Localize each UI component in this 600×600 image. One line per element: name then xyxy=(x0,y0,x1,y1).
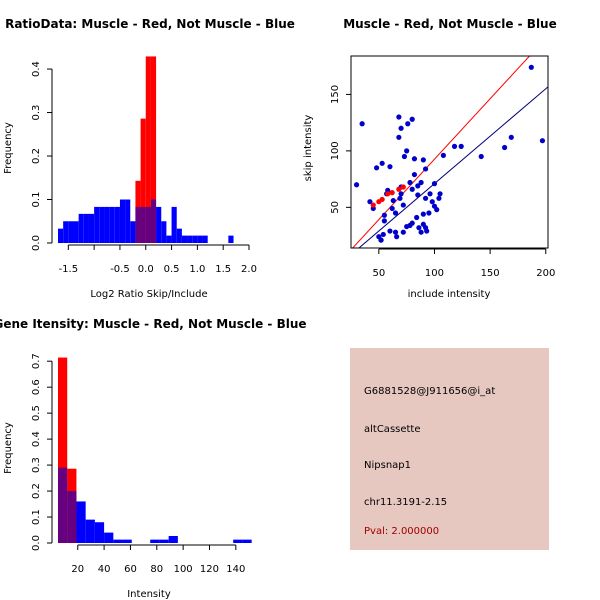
ratio-not-muscle-bar xyxy=(181,235,188,243)
ratio-x-tick-label: 1.5 xyxy=(215,264,231,275)
ratio-not-muscle-bar xyxy=(114,206,120,243)
ratio-not-muscle-bar xyxy=(171,206,177,243)
ratio-not-muscle-bar xyxy=(187,235,193,243)
genomic-location: chr11.3191-2.15 xyxy=(364,497,448,508)
gene-name: Nipsnap1 xyxy=(364,460,411,471)
ratio-y-tick-label: 0.2 xyxy=(31,148,42,164)
event-type: altCassette xyxy=(364,424,421,435)
ratio-y-tick-label: 0.1 xyxy=(31,192,42,208)
probe-info-panel: G6881528@J911656@i_at altCassette Nipsna… xyxy=(350,348,549,550)
ratio-histogram-title: RatioData: Muscle - Red, Not Muscle - Bl… xyxy=(5,17,295,31)
ratio-not-muscle-bar xyxy=(68,221,74,243)
ratio-not-muscle-bar xyxy=(83,213,89,243)
ratio-x-tick-label: 1.0 xyxy=(189,264,205,275)
ratio-y-tick-label: 0.0 xyxy=(31,235,42,251)
ratio-not-muscle-bar xyxy=(119,199,126,243)
ratio-y-tick-label: 0.4 xyxy=(31,61,42,77)
ratio-not-muscle-bar xyxy=(88,213,95,243)
pval-text: Pval: 2.000000 xyxy=(364,526,440,537)
ratio-not-muscle-bar xyxy=(156,206,162,243)
ratio-not-muscle-bar xyxy=(228,235,234,243)
ratio-not-muscle-bar xyxy=(166,235,172,243)
ratio-not-muscle-bar xyxy=(197,235,203,243)
ratio-not-muscle-bar xyxy=(145,206,151,243)
ratio-not-muscle-bar xyxy=(192,235,198,243)
ratio-not-muscle-bar xyxy=(63,221,69,243)
ratio-not-muscle-bar xyxy=(135,206,141,243)
ratio-muscle-bar xyxy=(150,56,157,244)
ratio-histogram-ylabel: Frequency xyxy=(3,122,14,174)
ratio-not-muscle-bar xyxy=(161,221,167,243)
probe-id: G6881528@J911656@i_at xyxy=(364,386,496,397)
ratio-muscle-bar xyxy=(140,118,146,243)
ratio-x-tick-label: 2.0 xyxy=(241,264,257,275)
ratio-not-muscle-bar xyxy=(125,199,131,243)
ratio-not-muscle-bar xyxy=(99,206,105,243)
ratio-not-muscle-bar xyxy=(58,228,64,243)
ratio-muscle-bar xyxy=(145,56,151,244)
ratio-not-muscle-bar xyxy=(140,206,146,243)
ratio-not-muscle-bar xyxy=(130,221,136,243)
ratio-not-muscle-bar xyxy=(94,206,100,243)
ratio-x-tick-label: -1.5 xyxy=(59,264,79,275)
ratio-not-muscle-bar xyxy=(176,228,182,243)
ratio-y-tick-label: 0.3 xyxy=(31,105,42,121)
ratio-x-tick-label: 0.5 xyxy=(164,264,180,275)
ratio-x-tick-label: -0.5 xyxy=(110,264,130,275)
ratio-not-muscle-bar xyxy=(150,199,157,243)
ratio-not-muscle-bar xyxy=(104,206,110,243)
ratio-histogram-xlabel: Log2 Ratio Skip/Include xyxy=(90,289,207,300)
ratio-not-muscle-bar xyxy=(73,221,79,243)
ratio-not-muscle-bar xyxy=(78,213,84,243)
ratio-not-muscle-bar xyxy=(109,206,115,243)
ratio-not-muscle-bar xyxy=(202,235,208,243)
ratio-x-tick-label: 0.0 xyxy=(138,264,154,275)
